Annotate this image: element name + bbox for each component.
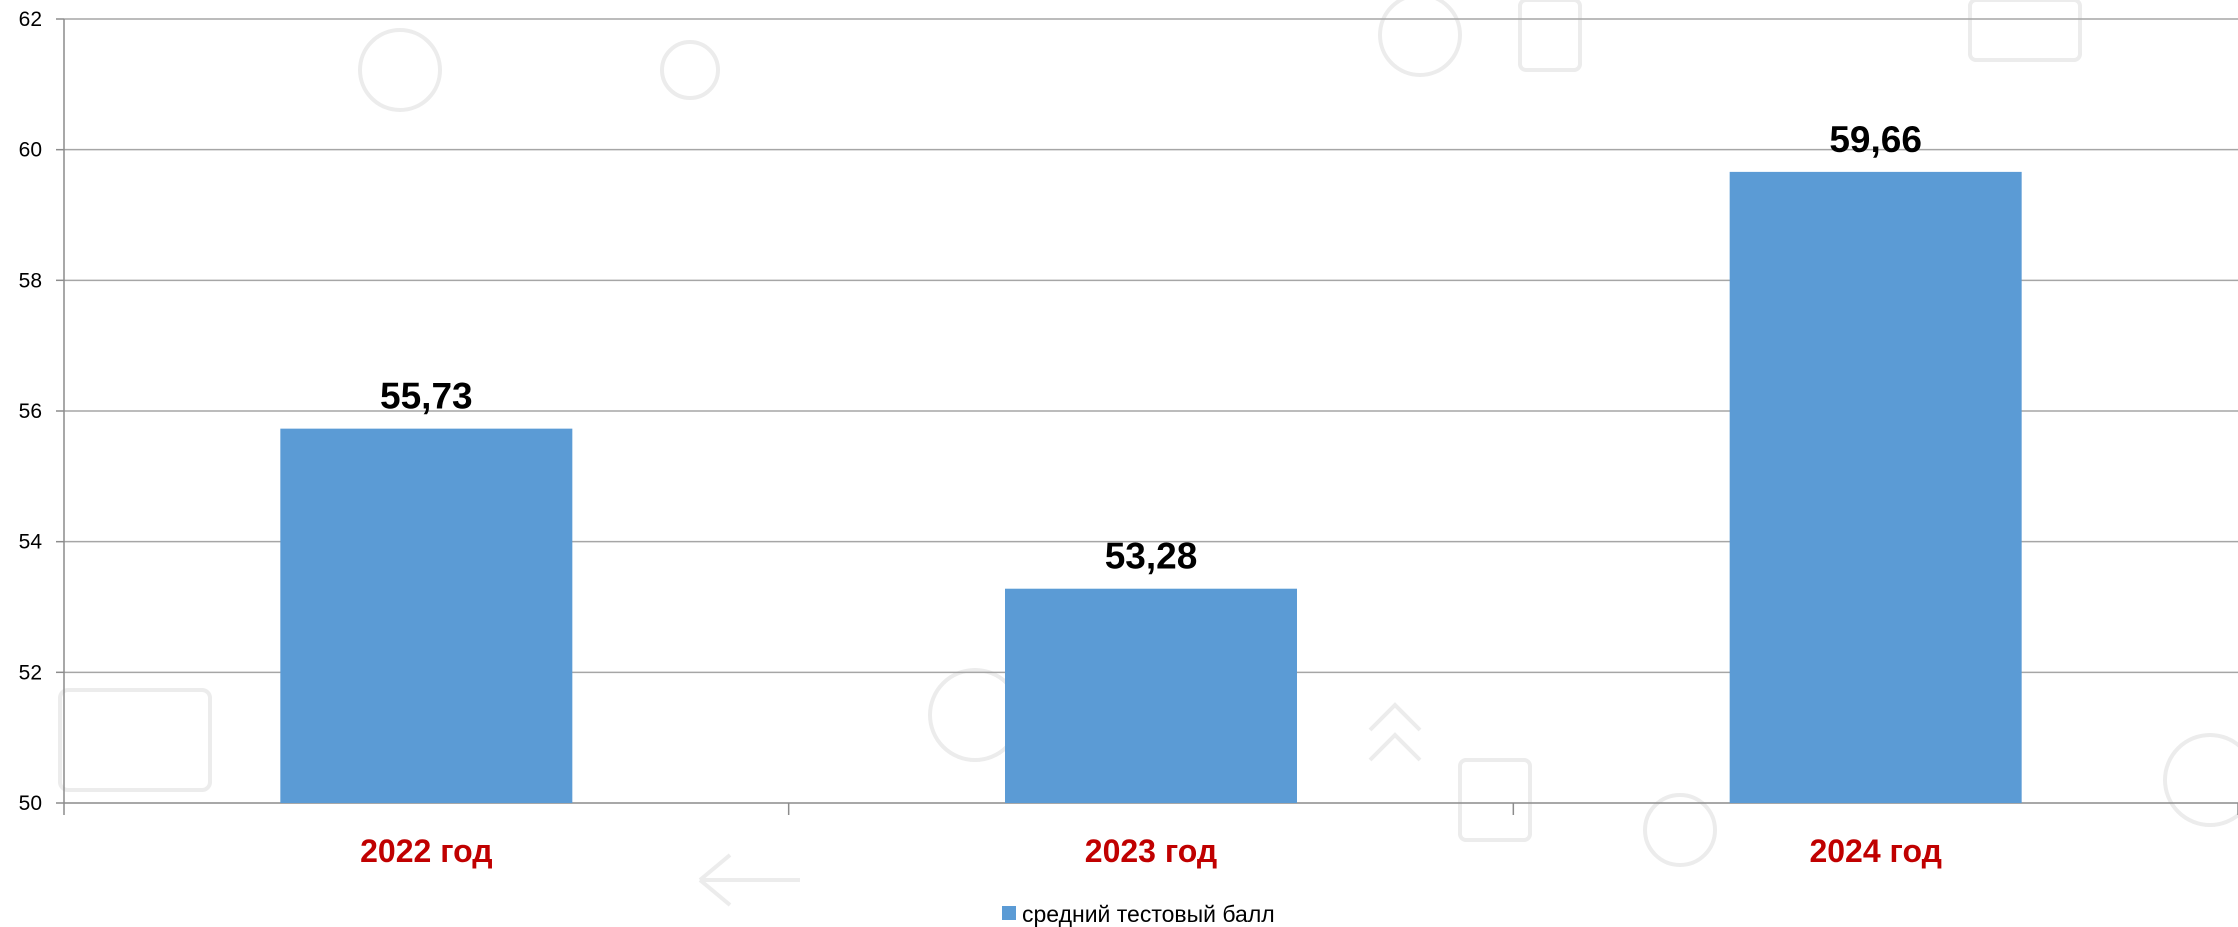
x-tick-label: 2022 год bbox=[360, 833, 492, 869]
bar-2022 bbox=[280, 428, 573, 803]
data-label: 59,66 bbox=[1829, 119, 1922, 160]
cloud-icon bbox=[358, 28, 442, 112]
y-axis-tick-labels: 50 52 54 56 58 60 62 bbox=[19, 8, 43, 815]
y-tick-label: 58 bbox=[19, 269, 42, 292]
arrow-icon bbox=[698, 853, 800, 907]
y-tick-label: 52 bbox=[19, 661, 42, 684]
calendar-icon bbox=[1458, 758, 1532, 842]
legend-swatch bbox=[1002, 906, 1016, 920]
x-axis-tick-labels: 2022 год 2023 год 2024 год bbox=[360, 833, 1942, 869]
globe-icon bbox=[2163, 733, 2238, 827]
document-icon bbox=[1518, 0, 1582, 72]
legend: средний тестовый балл bbox=[1002, 901, 1275, 927]
y-tick-label: 60 bbox=[19, 139, 42, 162]
y-tick-label: 50 bbox=[19, 792, 42, 815]
lightbulb-icon bbox=[1643, 793, 1717, 867]
data-label: 55,73 bbox=[380, 376, 473, 417]
y-tick-label: 56 bbox=[19, 400, 42, 423]
y-tick-label: 62 bbox=[19, 8, 42, 31]
y-tick-label: 54 bbox=[19, 531, 43, 554]
gear-icon bbox=[660, 40, 720, 100]
browser-icon bbox=[1968, 0, 2082, 62]
legend-label: средний тестовый балл bbox=[1022, 901, 1275, 927]
target-icon bbox=[1378, 0, 1462, 77]
monitor-icon bbox=[58, 688, 212, 792]
chevrons-up-icon bbox=[1368, 702, 1422, 762]
data-labels: 55,73 53,28 59,66 bbox=[380, 119, 1922, 577]
data-label: 53,28 bbox=[1105, 536, 1198, 577]
x-tick-label: 2023 год bbox=[1085, 833, 1217, 869]
bars bbox=[280, 171, 2022, 803]
background-pattern bbox=[58, 0, 2238, 907]
x-tick-label: 2024 год bbox=[1809, 833, 1941, 869]
bar-2023 bbox=[1005, 588, 1297, 803]
bar-2024 bbox=[1729, 171, 2022, 803]
